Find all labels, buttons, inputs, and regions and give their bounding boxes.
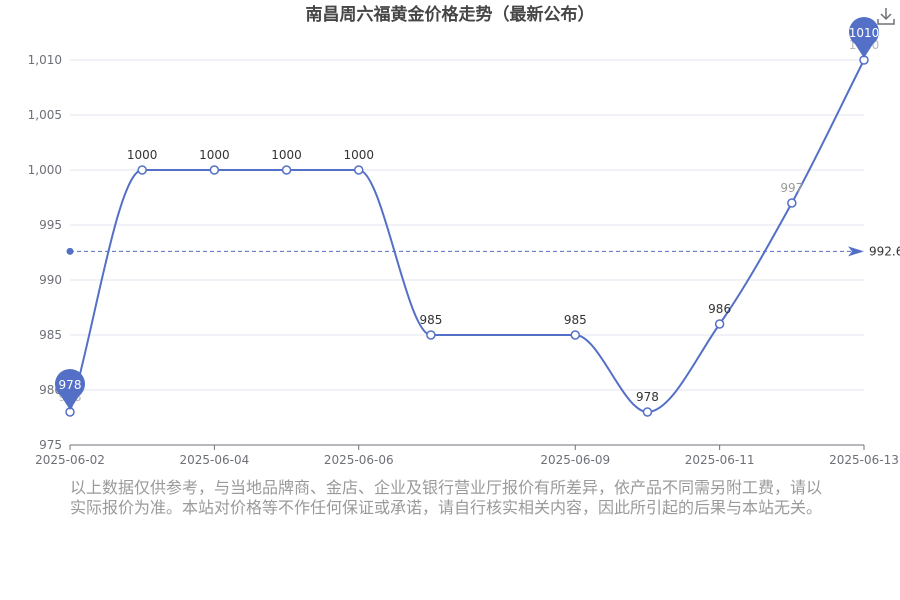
x-tick-label: 2025-06-11 xyxy=(685,453,755,467)
y-tick-label: 1,000 xyxy=(28,163,62,177)
chart-title: 南昌周六福黄金价格走势（最新公布） xyxy=(306,4,595,25)
y-tick-label: 995 xyxy=(39,218,62,232)
x-tick-label: 2025-06-13 xyxy=(829,453,899,467)
data-label: 985 xyxy=(564,313,587,327)
average-line-group: 992.6 xyxy=(66,244,900,258)
markers-group[interactable]: 978 1010 xyxy=(55,17,879,410)
y-tick-label: 985 xyxy=(39,328,62,342)
min-marker[interactable]: 978 xyxy=(55,369,85,410)
disclaimer-text: 以上数据仅供参考，与当地品牌商、金店、企业及银行营业厅报价有所差异，依产品不同需… xyxy=(70,478,850,518)
max-marker-label: 1010 xyxy=(849,26,880,40)
disclaimer-line-2: 实际报价为准。本站对价格等不作任何保证或承诺，请自行核实相关内容，因此所引起的后… xyxy=(70,498,823,517)
data-point[interactable] xyxy=(787,198,797,208)
series-line xyxy=(69,59,865,414)
disclaimer-line-1: 以上数据仅供参考，与当地品牌商、金店、企业及银行营业厅报价有所差异，依产品不同需… xyxy=(70,478,823,497)
data-label: 978 xyxy=(636,390,659,404)
data-label: 1000 xyxy=(271,148,302,162)
x-tick-label: 2025-06-04 xyxy=(179,453,249,467)
data-point[interactable] xyxy=(137,165,147,175)
y-tick-label: 1,010 xyxy=(28,53,62,67)
download-icon[interactable] xyxy=(876,6,896,26)
min-marker-label: 978 xyxy=(59,378,82,392)
data-point[interactable] xyxy=(714,319,725,329)
average-arrow xyxy=(848,246,864,257)
y-tick-label: 990 xyxy=(39,273,62,287)
data-point[interactable] xyxy=(426,330,436,340)
x-tick-label: 2025-06-02 xyxy=(35,453,105,467)
data-points-group[interactable] xyxy=(65,55,869,417)
max-marker[interactable]: 1010 xyxy=(849,17,880,58)
x-tick-label: 2025-06-09 xyxy=(540,453,610,467)
data-point[interactable] xyxy=(209,165,220,175)
y-tick-label: 975 xyxy=(39,438,62,452)
y-tick-label: 1,005 xyxy=(28,108,62,122)
data-point[interactable] xyxy=(570,330,581,340)
series-line-group xyxy=(69,59,865,414)
grid-lines xyxy=(70,59,864,391)
max-marker-shape xyxy=(849,17,880,58)
data-point[interactable] xyxy=(642,407,653,417)
data-label: 985 xyxy=(419,313,442,327)
data-label: 986 xyxy=(708,302,731,316)
data-label: 1000 xyxy=(199,148,230,162)
data-point[interactable] xyxy=(353,165,364,175)
x-tick-label: 2025-06-06 xyxy=(324,453,394,467)
data-label: 1000 xyxy=(343,148,374,162)
data-point[interactable] xyxy=(281,165,292,175)
data-labels-group: 97810001000100010009859859789869971010 xyxy=(59,38,880,404)
min-marker-shape xyxy=(55,369,85,410)
average-label: 992.6 xyxy=(869,244,900,258)
data-label: 1000 xyxy=(127,148,158,162)
data-label: 997 xyxy=(780,181,803,195)
